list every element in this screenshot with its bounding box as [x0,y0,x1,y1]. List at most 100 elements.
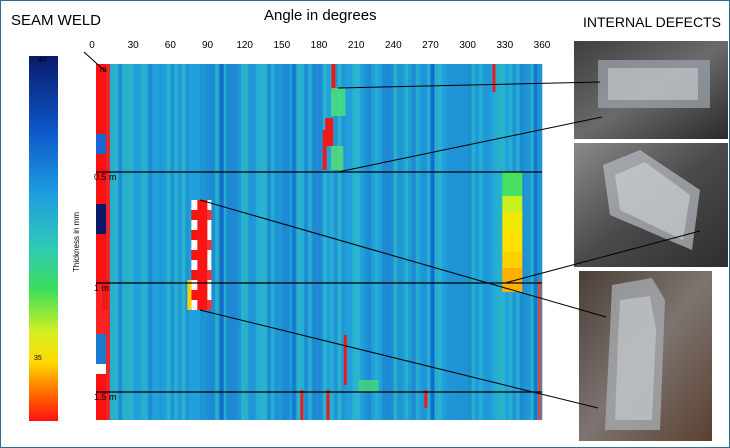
defect-photo-1 [574,41,728,139]
defect-cell [300,390,303,420]
defect-cell [344,335,347,385]
heatmap-column [181,64,185,420]
heatmap-column [523,64,527,420]
heatmap-column [367,64,371,420]
heatmap-column [274,64,278,420]
defect-cell [191,270,197,280]
heatmap-stripe [292,64,296,420]
heatmap-column [419,64,423,420]
seam-weld-cell [96,364,106,374]
heatmap-column [155,64,159,420]
heatmap-column [148,64,152,420]
heatmap-column [494,64,498,420]
x-tick-label: 120 [236,40,253,51]
seam-weld-cell [96,134,106,154]
x-tick-label: 270 [422,40,439,51]
heatmap-column [486,64,490,420]
heatmap-column [449,64,453,420]
heatmap-stripe [533,64,537,420]
heatmap-column [352,64,356,420]
heatmap-column [163,64,167,420]
depth-label: 1 m [94,283,109,293]
defect-cell [197,240,207,250]
x-tick-label: 0 [89,40,95,51]
defect-cell [331,64,335,92]
colorbar-axis-label: Thickness in mm [72,212,81,272]
heatmap-column [215,64,219,420]
heatmap-column [297,64,301,420]
heatmap-column [174,64,178,420]
defect-cell [326,390,329,420]
heatmap-column [438,64,442,420]
heatmap-column [360,64,364,420]
heatmap-column [326,64,330,420]
heatmap-column [408,64,412,420]
colorbar [29,56,58,421]
defect-cell [207,260,211,270]
x-tick-label: 360 [534,40,551,51]
heatmap-column [356,64,360,420]
heatmap-column [300,64,304,420]
heatmap-column [170,64,174,420]
depth-label: 0.5 m [94,172,117,182]
defect-cell [197,260,207,270]
x-tick-label: 90 [202,40,214,51]
defect-cell [191,300,197,310]
heatmap-column [252,64,256,420]
heatmap-column [497,64,501,420]
heatmap-column [282,64,286,420]
heatmap-column [315,64,319,420]
heatmap-column [442,64,446,420]
heatmap-column [393,64,397,420]
heatmap-column [460,64,464,420]
heatmap-column [141,64,145,420]
heatmap-column [118,64,122,420]
heatmap-column [312,64,316,420]
heatmap-column [234,64,238,420]
x-tick-label: 210 [348,40,365,51]
defect-cell [207,220,211,230]
heatmap-column [260,64,264,420]
defect-photo-3 [579,271,712,441]
defect-cell [331,88,345,116]
heatmap-column [126,64,130,420]
defect-photo-2 [574,143,728,267]
heatmap-column [211,64,215,420]
defect-cell [207,240,211,250]
defect-cell [197,220,207,230]
heatmap-stripe [468,64,472,420]
seam-weld-cell [96,234,106,284]
heatmap-column [457,64,461,420]
heatmap-column [267,64,271,420]
heatmap-column [471,64,475,420]
heatmap-column [475,64,479,420]
defect-cell [191,220,197,230]
defect-cell [207,210,211,220]
heatmap-column [378,64,382,420]
heatmap-column [304,64,308,420]
x-tick-label: 180 [311,40,328,51]
heatmap-column [404,64,408,420]
x-tick-label: 60 [165,40,177,51]
heatmap-column [263,64,267,420]
heatmap-column [237,64,241,420]
heatmap-column [371,64,375,420]
defect-cell [502,172,522,196]
defect-cell [207,300,211,310]
heatmap-column [334,64,338,420]
heatmap-column [386,64,390,420]
defect-cell [331,146,343,170]
heatmap-column [248,64,252,420]
heatmap-column [256,64,260,420]
heatmap-column [185,64,189,420]
heatmap-column [319,64,323,420]
defect-cell [191,260,197,270]
defect-cell [191,230,197,240]
defect-cell [197,290,207,300]
heatmap-column [390,64,394,420]
heatmap-column [111,64,115,420]
defect-cell [191,210,197,220]
defect-cell [359,380,379,392]
defect-cell [191,200,197,210]
